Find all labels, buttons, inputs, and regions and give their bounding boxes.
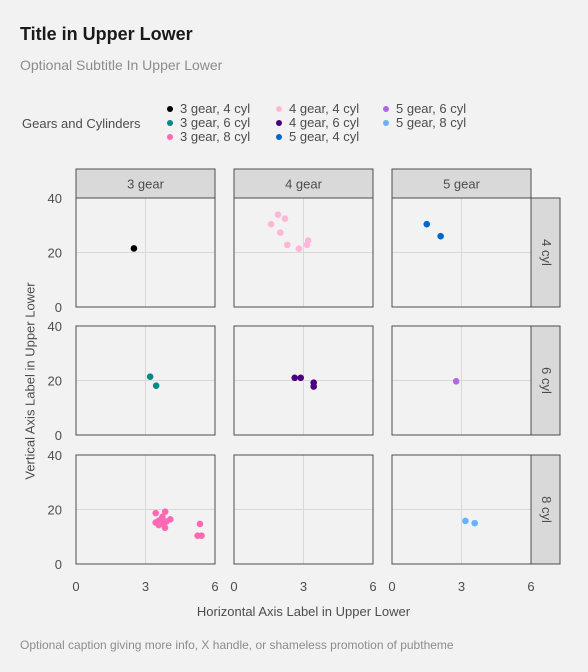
data-point	[291, 374, 298, 382]
legend-key	[276, 120, 282, 126]
legend-label: 5 gear, 6 cyl	[396, 101, 467, 116]
legend-label: 4 gear, 4 cyl	[289, 101, 360, 116]
legend-label: 3 gear, 8 cyl	[180, 129, 251, 144]
x-tick-label: 3	[142, 579, 149, 594]
facet-label-row: 6 cyl	[539, 367, 554, 394]
x-tick-label: 6	[211, 579, 218, 594]
data-point	[130, 245, 138, 252]
data-point	[281, 215, 289, 223]
x-tick-label: 6	[369, 579, 376, 594]
legend-item: 5 gear, 6 cyl	[383, 102, 466, 116]
y-tick-label: 0	[55, 300, 62, 315]
chart-subtitle: Optional Subtitle In Upper Lower	[20, 57, 223, 73]
legend-item: 3 gear, 6 cyl	[167, 116, 250, 130]
chart-caption: Optional caption giving more info, X han…	[20, 638, 454, 652]
data-point	[310, 383, 317, 390]
data-point	[277, 229, 284, 236]
legend-key	[276, 106, 282, 112]
facet-strip-row	[530, 325, 561, 436]
data-point	[267, 220, 275, 228]
facet-strip-col	[391, 168, 532, 199]
legend-label: 3 gear, 6 cyl	[180, 115, 251, 130]
legend-item: 5 gear, 4 cyl	[276, 130, 359, 144]
legend-key	[383, 120, 389, 126]
data-point	[297, 374, 305, 382]
legend-item: 3 gear, 8 cyl	[167, 130, 250, 144]
data-point	[274, 211, 282, 218]
legend-label: 4 gear, 6 cyl	[289, 115, 360, 130]
legend-item: 5 gear, 8 cyl	[383, 116, 466, 130]
data-point	[161, 508, 169, 515]
legend-label: 5 gear, 8 cyl	[396, 115, 467, 130]
data-point	[163, 518, 170, 525]
data-point	[437, 232, 444, 240]
y-tick-label: 0	[55, 428, 62, 443]
facet-strip-col	[233, 168, 374, 199]
legend-item: 4 gear, 4 cyl	[276, 102, 359, 116]
data-point	[452, 378, 460, 385]
data-point	[146, 373, 154, 380]
legend-title: Gears and Cylinders	[22, 116, 141, 131]
legend-item: 4 gear, 6 cyl	[276, 116, 359, 130]
chart-title: Title in Upper Lower	[20, 24, 193, 44]
data-point	[471, 519, 479, 527]
facet-label-col: 4 gear	[285, 177, 323, 192]
y-tick-label: 20	[48, 246, 62, 261]
x-axis-label: Horizontal Axis Label in Upper Lower	[197, 604, 411, 619]
legend-key	[167, 106, 173, 112]
data-point	[161, 524, 169, 532]
legend-key	[276, 134, 282, 140]
x-tick-label: 6	[527, 579, 534, 594]
y-tick-label: 40	[48, 191, 62, 206]
facet-label-col: 5 gear	[443, 177, 481, 192]
x-tick-label: 3	[458, 579, 465, 594]
facet-strip-row	[530, 454, 561, 565]
x-tick-label: 0	[72, 579, 79, 594]
facet-label-col: 3 gear	[127, 177, 165, 192]
facet-label-row: 4 cyl	[539, 239, 554, 266]
facet-strip-row	[530, 197, 561, 308]
panel-border	[391, 325, 532, 436]
data-point	[462, 517, 469, 525]
x-tick-label: 0	[388, 579, 395, 594]
data-point	[152, 509, 159, 517]
legend-item: 3 gear, 4 cyl	[167, 102, 250, 116]
data-point	[283, 241, 291, 249]
data-point	[157, 520, 164, 527]
panel-border	[75, 197, 216, 308]
panel-border	[233, 325, 374, 436]
panel-border	[391, 197, 532, 308]
data-point	[304, 237, 312, 244]
panel-border	[233, 454, 374, 565]
y-tick-label: 20	[48, 374, 62, 389]
y-axis-label: Vertical Axis Label in Upper Lower	[22, 282, 37, 480]
panel-border	[75, 325, 216, 436]
legend-label: 3 gear, 4 cyl	[180, 101, 251, 116]
x-tick-label: 0	[230, 579, 237, 594]
x-tick-label: 3	[300, 579, 307, 594]
y-tick-label: 40	[48, 448, 62, 463]
data-point	[152, 382, 160, 389]
panel-border	[75, 454, 216, 565]
legend-key	[383, 106, 389, 112]
data-point	[198, 532, 205, 539]
legend-key	[167, 134, 173, 140]
facet-label-row: 8 cyl	[539, 496, 554, 523]
y-tick-label: 20	[48, 503, 62, 518]
data-point	[196, 520, 204, 528]
data-point	[295, 245, 303, 252]
y-tick-label: 40	[48, 319, 62, 334]
facet-strip-col	[75, 168, 216, 199]
data-point	[423, 220, 431, 228]
legend-key	[167, 120, 173, 126]
panel-border	[391, 454, 532, 565]
y-tick-label: 0	[55, 557, 62, 572]
legend-label: 5 gear, 4 cyl	[289, 129, 360, 144]
panel-border	[233, 197, 374, 308]
